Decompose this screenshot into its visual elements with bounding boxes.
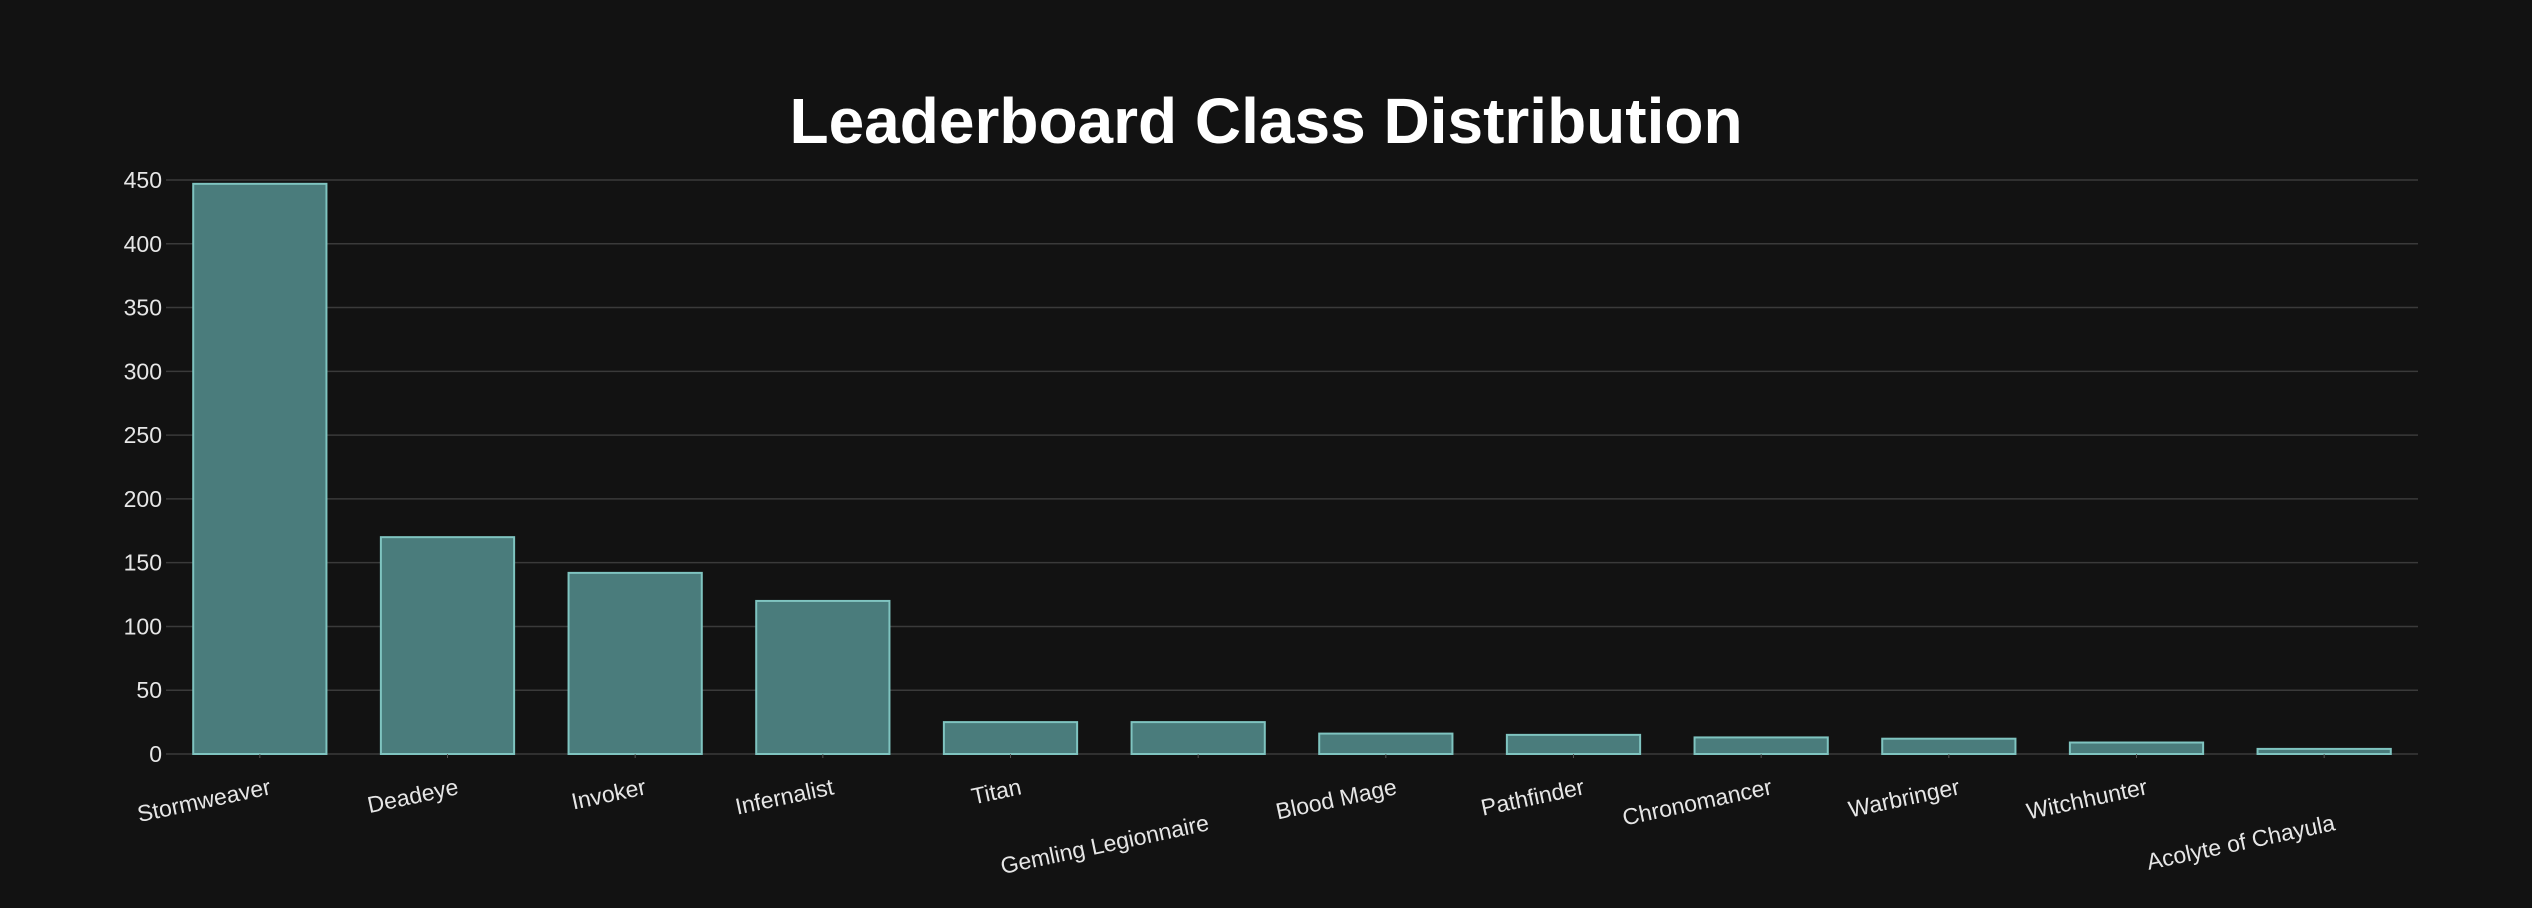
bar bbox=[1693, 736, 1829, 756]
bar bbox=[1505, 733, 1642, 755]
y-tick-label: 300 bbox=[124, 358, 162, 384]
y-tick-label: 400 bbox=[124, 231, 162, 257]
x-tick-label: Chronomancer bbox=[1620, 773, 1775, 830]
bar bbox=[1881, 737, 2017, 756]
x-tick-label: Blood Mage bbox=[1273, 773, 1398, 824]
y-tick-label: 350 bbox=[124, 295, 162, 321]
x-tick-label: Gemling Legionnaire bbox=[998, 809, 1211, 879]
bar bbox=[755, 599, 891, 756]
x-axis-ticks: Stormweaver Deadeye Invoker Infernalist Tita… bbox=[135, 754, 2337, 879]
y-tick-label: 0 bbox=[149, 741, 162, 767]
x-tick-label: Acolyte of Chayula bbox=[2144, 809, 2337, 874]
x-tick-label: Witchhunter bbox=[2024, 773, 2150, 824]
x-tick-label: Pathfinder bbox=[1479, 773, 1587, 820]
x-tick-label: Stormweaver bbox=[135, 773, 273, 827]
x-tick-label: Infernalist bbox=[733, 773, 837, 819]
y-axis-ticks: 0 50 100 150 200 250 300 350 400 450 bbox=[124, 167, 162, 767]
y-tick-label: 250 bbox=[124, 422, 162, 448]
y-tick-label: 150 bbox=[124, 550, 162, 576]
grid-lines bbox=[166, 179, 2418, 755]
bar bbox=[1318, 732, 1454, 756]
bar bbox=[1130, 721, 1266, 755]
bar bbox=[2068, 741, 2205, 756]
bars bbox=[192, 182, 2392, 756]
chart-title: Leaderboard Class Distribution bbox=[789, 85, 1742, 157]
y-tick-label: 100 bbox=[124, 613, 162, 639]
x-tick-label: Invoker bbox=[569, 773, 649, 814]
y-tick-label: 450 bbox=[124, 167, 162, 193]
bar bbox=[192, 182, 328, 755]
bar bbox=[942, 721, 1079, 755]
bar bbox=[379, 536, 516, 756]
y-tick-label: 200 bbox=[124, 486, 162, 512]
bar bbox=[567, 571, 703, 755]
bar bbox=[2256, 747, 2392, 755]
y-tick-label: 50 bbox=[136, 677, 162, 703]
x-tick-label: Warbringer bbox=[1846, 773, 1962, 822]
x-tick-label: Deadeye bbox=[365, 773, 460, 818]
x-tick-label: Titan bbox=[969, 773, 1024, 809]
